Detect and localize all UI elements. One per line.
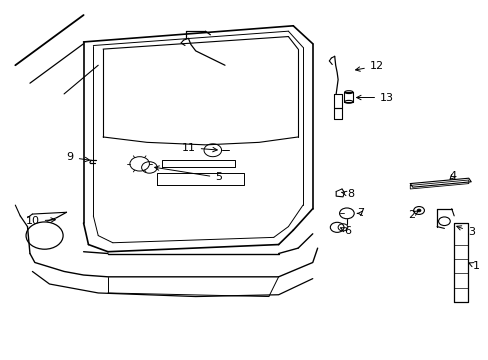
Text: 9: 9 [66,152,89,162]
Text: 5: 5 [154,166,222,183]
Text: 8: 8 [341,189,353,199]
Circle shape [416,209,420,212]
Text: 13: 13 [356,93,393,103]
Text: 11: 11 [182,143,217,153]
Text: 3: 3 [456,226,474,237]
Text: 2: 2 [407,210,417,220]
Text: 6: 6 [340,226,351,236]
Text: 1: 1 [468,261,479,271]
Text: 12: 12 [355,61,383,71]
Text: 7: 7 [356,208,363,219]
Text: 10: 10 [26,216,55,226]
Text: 4: 4 [448,171,455,181]
